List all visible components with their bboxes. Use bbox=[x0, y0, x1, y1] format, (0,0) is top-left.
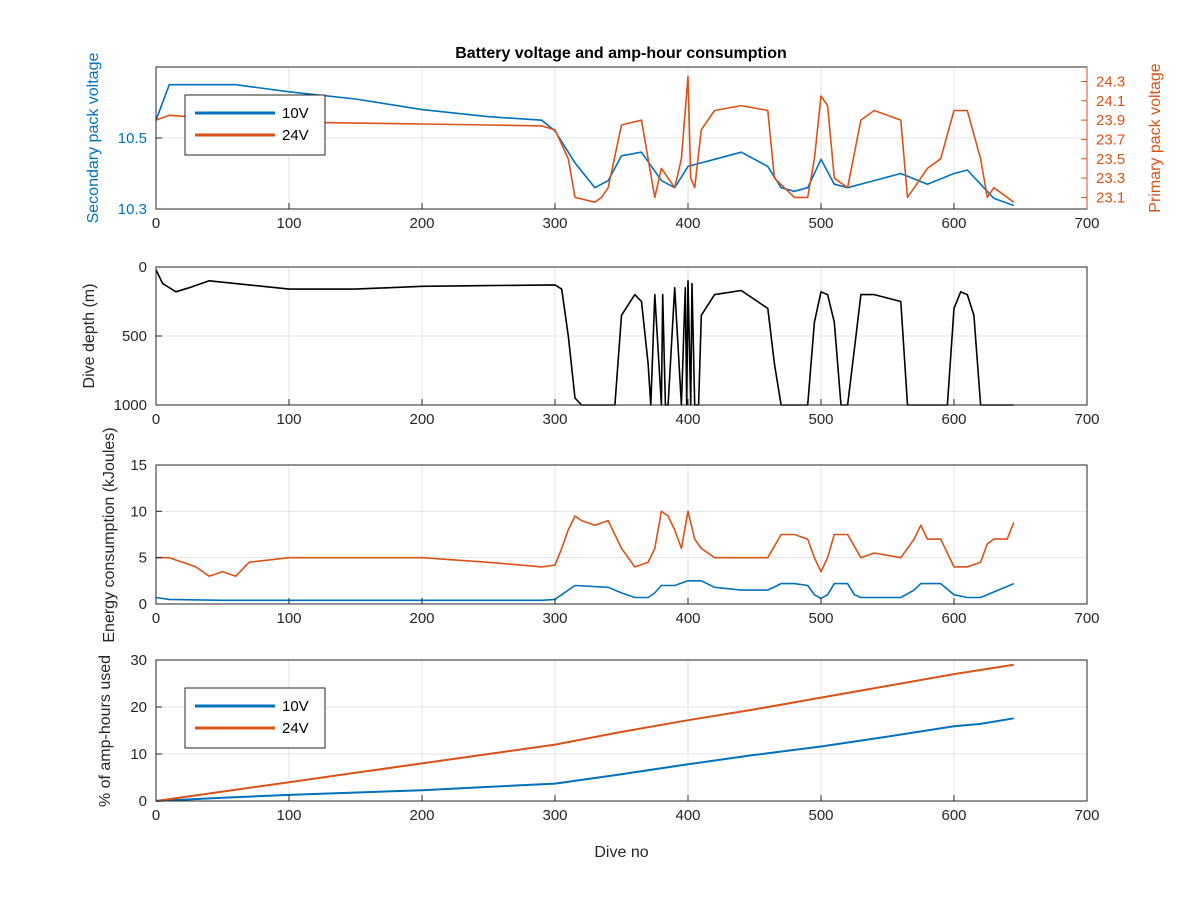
y-right-axis-label: Primary pack voltage bbox=[1147, 63, 1164, 212]
x-tick-label: 400 bbox=[675, 411, 700, 428]
x-tick-label: 100 bbox=[276, 610, 301, 627]
y-axis-label: Secondary pack voltage bbox=[85, 53, 102, 224]
axes-frame bbox=[155, 464, 1088, 605]
y-tick-label: 10.5 bbox=[118, 130, 147, 147]
x-axis-label: Dive no bbox=[594, 844, 648, 861]
legend-label: 10V bbox=[282, 698, 309, 715]
y-axis-label: Energy consumption (kJoules) bbox=[101, 427, 118, 642]
panel-4: 0 100 200 300 400 500 600 700 0 10 20 30 % of amp-ho… bbox=[97, 652, 1100, 861]
x-tick-label: 600 bbox=[941, 807, 966, 824]
y-right-tick-label: 24.3 bbox=[1096, 73, 1125, 90]
x-tick-label: 100 bbox=[276, 807, 301, 824]
x-tick-label: 700 bbox=[1074, 411, 1099, 428]
x-tick-label: 0 bbox=[152, 610, 160, 627]
plot-area bbox=[156, 465, 1087, 604]
axes-frame bbox=[155, 659, 1088, 802]
y-right-tick-label: 23.5 bbox=[1096, 151, 1125, 168]
x-tick-label: 0 bbox=[152, 411, 160, 428]
x-tick-label: 700 bbox=[1074, 610, 1099, 627]
y-right-tick-label: 23.1 bbox=[1096, 189, 1125, 206]
series-line-24v bbox=[156, 510, 1015, 578]
x-tick-label: 600 bbox=[941, 215, 966, 232]
x-tick-label: 700 bbox=[1074, 215, 1099, 232]
x-tick-label: 500 bbox=[808, 807, 833, 824]
y-tick-label: 0 bbox=[139, 259, 147, 276]
x-tick-label: 200 bbox=[409, 215, 434, 232]
series-line-10v bbox=[155, 579, 1015, 602]
y-tick-label: 5 bbox=[139, 550, 147, 567]
series-line-24v bbox=[155, 663, 1014, 802]
x-tick-label: 100 bbox=[276, 215, 301, 232]
series-line-series-0 bbox=[155, 269, 1014, 406]
x-tick-label: 400 bbox=[675, 807, 700, 824]
x-tick-label: 0 bbox=[152, 215, 160, 232]
y-axis-label: % of amp-hours used bbox=[97, 655, 114, 807]
x-tick-label: 300 bbox=[542, 215, 567, 232]
x-tick-label: 600 bbox=[941, 610, 966, 627]
legend-label: 24V bbox=[282, 127, 309, 144]
x-tick-label: 200 bbox=[409, 411, 434, 428]
y-tick-label: 0 bbox=[139, 596, 147, 613]
x-tick-label: 500 bbox=[808, 610, 833, 627]
x-tick-label: 200 bbox=[409, 807, 434, 824]
y-tick-label: 10 bbox=[130, 746, 147, 763]
y-tick-label: 0 bbox=[139, 793, 147, 810]
y-tick-label: 20 bbox=[130, 699, 147, 716]
y-axis-label: Dive depth (m) bbox=[81, 284, 98, 389]
panel-2: 0 100 200 300 400 500 600 700 0 500 1000 Dive depth… bbox=[81, 259, 1100, 428]
legend-box bbox=[184, 94, 326, 156]
x-tick-label: 700 bbox=[1074, 807, 1099, 824]
series-line-24v bbox=[155, 75, 1015, 203]
series-line-10v bbox=[155, 83, 1015, 207]
x-tick-label: 500 bbox=[808, 411, 833, 428]
panel-3: 0 100 200 300 400 500 600 700 0 5 10 15 Energy consu… bbox=[101, 427, 1100, 642]
legend-box bbox=[184, 687, 326, 749]
x-tick-label: 300 bbox=[542, 807, 567, 824]
y-tick-label: 10 bbox=[130, 503, 147, 520]
y-right-tick-label: 23.3 bbox=[1096, 170, 1125, 187]
y-tick-label: 1000 bbox=[114, 397, 147, 414]
y-tick-label: 30 bbox=[130, 652, 147, 669]
series-line-10v bbox=[155, 717, 1014, 802]
y-right-tick-label: 24.1 bbox=[1096, 93, 1125, 110]
y-tick-label: 15 bbox=[130, 457, 147, 474]
panel-1: 0 100 200 300 400 500 600 700 10.3 10.5 23.1 23.3 23… bbox=[85, 53, 1164, 232]
legend-label: 24V bbox=[282, 720, 309, 737]
y-right-tick-label: 23.7 bbox=[1096, 131, 1125, 148]
x-tick-label: 0 bbox=[152, 807, 160, 824]
figure-title: Battery voltage and amp-hour consumption bbox=[455, 45, 787, 62]
x-tick-label: 100 bbox=[276, 411, 301, 428]
y-tick-label: 10.3 bbox=[118, 201, 147, 218]
x-tick-label: 200 bbox=[409, 610, 434, 627]
legend-label: 10V bbox=[282, 105, 309, 122]
x-tick-label: 500 bbox=[808, 215, 833, 232]
x-tick-label: 400 bbox=[675, 610, 700, 627]
x-tick-label: 400 bbox=[675, 215, 700, 232]
y-tick-label: 500 bbox=[122, 328, 147, 345]
x-tick-label: 300 bbox=[542, 610, 567, 627]
y-right-tick-label: 23.9 bbox=[1096, 112, 1125, 129]
x-tick-label: 600 bbox=[941, 411, 966, 428]
x-tick-label: 300 bbox=[542, 411, 567, 428]
